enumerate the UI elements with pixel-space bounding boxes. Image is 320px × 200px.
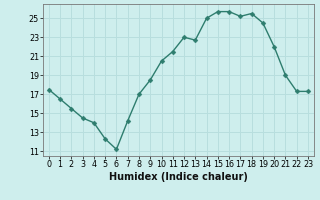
X-axis label: Humidex (Indice chaleur): Humidex (Indice chaleur) — [109, 172, 248, 182]
